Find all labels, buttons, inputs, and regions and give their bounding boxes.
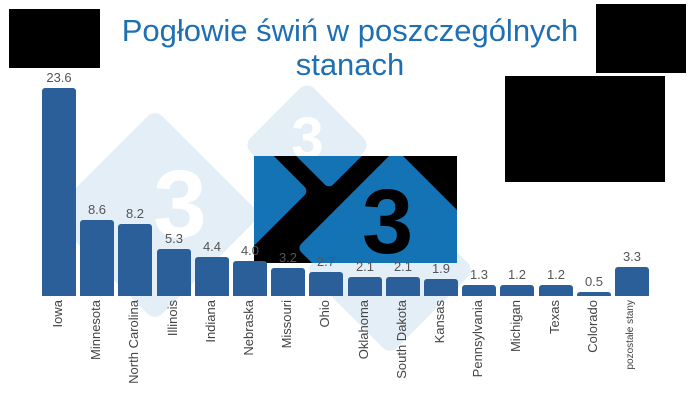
bar-value-label: 2.1 — [393, 259, 413, 274]
watermark-3-left: 3 — [153, 151, 207, 258]
category-label: Texas — [547, 300, 562, 334]
bar-value-label: 4.4 — [202, 239, 222, 254]
logo-box: 3 — [254, 156, 457, 263]
bar — [500, 285, 534, 296]
bar-value-label: 1.2 — [507, 267, 527, 282]
category-label: Missouri — [279, 300, 294, 349]
redaction-block-top-left — [9, 9, 100, 68]
category-label: Illinois — [165, 300, 180, 337]
category-label: Colorado — [585, 300, 600, 353]
bar — [157, 249, 191, 296]
bar — [348, 277, 382, 296]
bar — [462, 285, 496, 296]
category-label: Minnesota — [88, 300, 103, 360]
bar — [577, 292, 611, 296]
category-label: Ohio — [317, 300, 332, 328]
bar — [539, 285, 573, 296]
chart-title-line1: Pogłowie świń w poszczególnych — [121, 13, 579, 48]
category-label: North Carolina — [126, 300, 141, 384]
bar — [271, 268, 305, 296]
bar-value-label: 3.3 — [622, 249, 642, 264]
bar-value-label: 3.2 — [278, 250, 298, 265]
category-label: Nebraska — [241, 300, 256, 356]
category-label: Oklahoma — [356, 300, 371, 360]
bar — [309, 272, 343, 296]
bar-value-label: 8.6 — [87, 202, 107, 217]
bar-value-label: 1.9 — [431, 261, 451, 276]
category-label: Iowa — [50, 300, 65, 328]
bar-value-label: 2.1 — [355, 259, 375, 274]
bar — [80, 220, 114, 296]
category-label: South Dakota — [394, 300, 409, 379]
bar — [424, 279, 458, 296]
bar-value-label: 4.0 — [240, 243, 260, 258]
bar-value-label: 0.5 — [584, 274, 604, 289]
bar — [386, 277, 420, 296]
bar-value-label: 1.3 — [469, 267, 489, 282]
chart-title-line2: stanach — [295, 47, 405, 82]
redaction-block-right — [505, 76, 665, 182]
bar-value-label: 8.2 — [125, 206, 145, 221]
bar-value-label: 23.6 — [46, 70, 72, 85]
logo-3-icon: 3 — [362, 171, 414, 263]
bar — [118, 224, 152, 296]
category-label: Michigan — [508, 300, 523, 353]
redaction-block-top-right — [596, 4, 686, 73]
bar — [233, 261, 267, 296]
bar-value-label: 2.7 — [316, 254, 336, 269]
category-label: Pennsylvania — [470, 300, 485, 378]
bar — [615, 267, 649, 296]
category-label: pozostałe stany — [625, 300, 636, 370]
bar-value-label: 1.2 — [546, 267, 566, 282]
chart-title: Pogłowie świń w poszczególnych stanach — [0, 14, 700, 82]
bar-value-label: 5.3 — [164, 231, 184, 246]
category-label: Indiana — [203, 300, 218, 343]
category-label: Kansas — [432, 300, 447, 344]
bar — [195, 257, 229, 296]
bar — [42, 88, 76, 296]
